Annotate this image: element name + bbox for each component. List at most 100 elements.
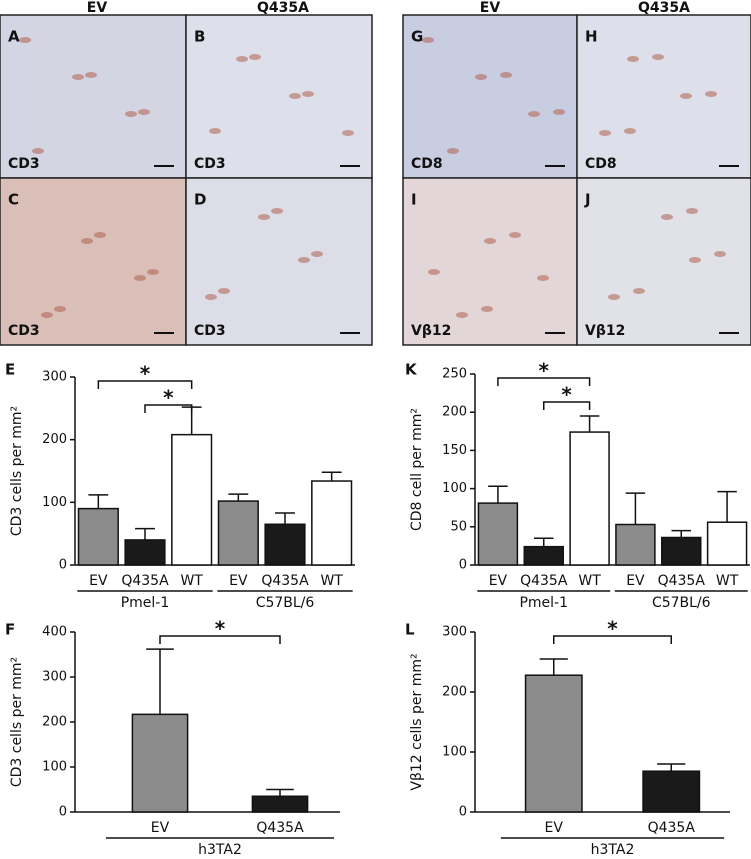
bar [251,795,309,813]
significance-bracket [144,404,193,413]
panel-letter: F [5,621,15,639]
stain-spot [138,109,150,115]
stain-label: CD3 [8,323,40,339]
y-tick-label: 300 [42,670,67,685]
y-tick-label: 250 [442,367,467,382]
y-tick-label: 300 [442,625,467,640]
stain-spot [599,130,611,136]
y-tick-label: 100 [442,745,467,760]
stain-label: Vβ12 [411,323,451,339]
significance-label: * [163,386,174,410]
stain-spot [125,111,137,117]
stain-spot [205,294,217,300]
group-label: Pmel-1 [519,595,568,611]
stain-label: Vβ12 [585,323,625,339]
stain-label: CD8 [411,156,443,172]
stain-spot [289,93,301,99]
x-tick-label: Q435A [658,573,706,589]
y-tick-label: 400 [42,625,67,640]
x-tick-label: EV [151,820,170,836]
column-header: Q435A [257,0,309,16]
stain-spot [652,54,664,60]
y-tick-label: 0 [59,805,67,820]
significance-label: * [140,362,151,386]
micrograph [185,177,373,346]
panel-letter: A [8,28,20,46]
stain-spot [484,238,496,244]
x-tick-label: EV [545,820,564,836]
y-tick-label: 200 [42,715,67,730]
bar [171,433,213,566]
stain-spot [714,251,726,257]
bar [569,431,610,566]
y-tick-label: 0 [59,558,67,573]
panel-letter: G [411,28,423,46]
stain-spot [705,91,717,97]
micrograph [402,177,578,346]
stain-spot [311,251,323,257]
y-tick-label: 200 [442,405,467,420]
y-tick-label: 150 [442,443,467,458]
stain-spot [608,294,620,300]
stain-spot [680,93,692,99]
stain-spot [302,91,314,97]
y-tick-label: 0 [459,558,467,573]
panel-letter: C [8,191,19,209]
stain-spot [686,208,698,214]
significance-label: * [539,359,550,383]
stain-spot [249,54,261,60]
stain-spot [271,208,283,214]
stain-spot [661,214,673,220]
stain-spot [624,128,636,134]
stain-label: CD3 [194,323,226,339]
panel-letter: H [585,28,598,46]
bar [661,536,702,566]
y-axis-label: CD3 cells per mm² [9,657,25,787]
group-label: C57BL/6 [652,595,711,611]
stain-spot [209,128,221,134]
x-tick-label: EV [229,573,248,589]
y-tick-label: 200 [442,685,467,700]
significance-label: * [607,617,618,641]
x-tick-label: EV [489,573,508,589]
panel-letter: J [584,191,591,209]
y-axis-label: CD8 cell per mm² [409,408,425,531]
micrograph [576,14,751,179]
x-tick-label: EV [626,573,645,589]
y-tick-label: 200 [42,432,67,447]
y-axis-label: CD3 cells per mm² [9,406,25,536]
panel-letter: D [194,191,206,209]
panel-letter: E [5,361,15,379]
bar [311,480,353,566]
x-tick-label: Q435A [256,820,304,836]
panel-letter: I [411,191,417,209]
stain-spot [528,111,540,117]
stain-spot [41,312,53,318]
stain-spot [85,72,97,78]
stain-spot [456,312,468,318]
bar [642,770,701,813]
stain-spot [19,37,31,43]
x-tick-label: EV [89,573,108,589]
stain-spot [553,109,565,115]
significance-label: * [561,383,572,407]
stain-spot [236,56,248,62]
significance-bracket [97,380,193,389]
stain-spot [481,306,493,312]
bar [524,674,583,813]
y-tick-label: 100 [42,760,67,775]
stain-spot [134,275,146,281]
x-tick-label: Q435A [520,573,568,589]
panel-letter: B [194,28,205,46]
stain-spot [633,288,645,294]
stain-spot [94,232,106,238]
column-header: Q435A [638,0,690,16]
x-tick-label: WT [716,573,739,589]
bar [477,502,519,566]
stain-spot [500,72,512,78]
significance-bracket [159,635,281,644]
y-tick-label: 0 [459,805,467,820]
stain-spot [72,74,84,80]
stain-spot [428,269,440,275]
